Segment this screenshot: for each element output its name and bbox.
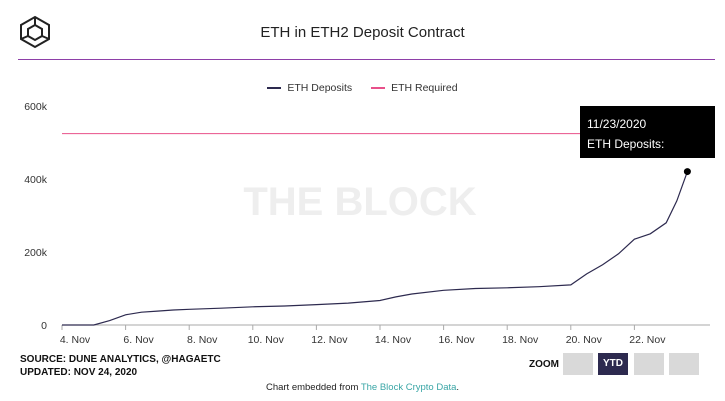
tooltip-value-row: ETH Deposits: 420.33k bbox=[587, 134, 708, 174]
zoom-button-4[interactable] bbox=[669, 353, 699, 375]
legend-item-required[interactable]: ETH Required bbox=[371, 82, 458, 94]
legend-label-deposits: ETH Deposits bbox=[287, 82, 353, 94]
zoom-label: ZOOM bbox=[529, 359, 559, 370]
watermark: THE BLOCK bbox=[243, 180, 476, 224]
legend-swatch-required bbox=[371, 87, 386, 89]
y-tick-label: 400k bbox=[24, 174, 48, 186]
title-divider bbox=[18, 59, 715, 60]
embed-prefix: Chart embedded from bbox=[265, 382, 361, 393]
cube-icon bbox=[20, 15, 50, 49]
embed-link[interactable]: The Block Crypto Data bbox=[360, 382, 457, 393]
series-line-eth-deposits bbox=[62, 171, 688, 326]
updated-text: UPDATED: NOV 24, 2020 bbox=[20, 367, 138, 378]
chart-title: ETH in ETH2 Deposit Contract bbox=[260, 24, 465, 41]
tooltip-date: 11/23/2020 bbox=[587, 117, 647, 131]
x-tick-label: 18. Nov bbox=[502, 334, 539, 346]
x-tick-label: 22. Nov bbox=[629, 334, 666, 346]
embed-note: Chart embedded from The Block Crypto Dat… bbox=[0, 382, 725, 393]
x-tick-label: 16. Nov bbox=[439, 334, 476, 346]
tooltip-value: 420.33k bbox=[587, 157, 631, 171]
tooltip: 11/23/2020 ETH Deposits: 420.33k bbox=[580, 106, 715, 171]
highlighted-point[interactable] bbox=[683, 168, 691, 176]
zoom-button-3[interactable] bbox=[634, 353, 664, 375]
zoom-button-ytd[interactable]: YTD bbox=[598, 353, 628, 375]
tooltip-series-label: ETH Deposits: bbox=[587, 137, 665, 151]
x-tick-label: 20. Nov bbox=[566, 334, 603, 346]
legend-swatch-deposits bbox=[267, 87, 282, 89]
legend-label-required: ETH Required bbox=[391, 82, 458, 94]
y-tick-label: 600k bbox=[24, 101, 48, 113]
x-tick-label: 12. Nov bbox=[311, 334, 348, 346]
x-tick-label: 10. Nov bbox=[248, 334, 285, 346]
legend-item-deposits[interactable]: ETH Deposits bbox=[267, 82, 352, 94]
x-tick-label: 8. Nov bbox=[187, 334, 218, 346]
source-text: SOURCE: DUNE ANALYTICS, @HAGAETC bbox=[20, 354, 221, 365]
y-tick-label: 200k bbox=[24, 247, 48, 259]
legend: ETH Deposits ETH Required bbox=[0, 80, 725, 94]
x-tick-label: 6. Nov bbox=[123, 334, 154, 346]
x-tick-label: 14. Nov bbox=[375, 334, 412, 346]
source-note: SOURCE: DUNE ANALYTICS, @HAGAETC UPDATED… bbox=[20, 353, 221, 379]
x-tick-label: 4. Nov bbox=[60, 334, 91, 346]
embed-suffix: . bbox=[456, 382, 460, 393]
y-tick-label: 0 bbox=[41, 320, 47, 332]
zoom-button-1[interactable] bbox=[563, 353, 593, 375]
